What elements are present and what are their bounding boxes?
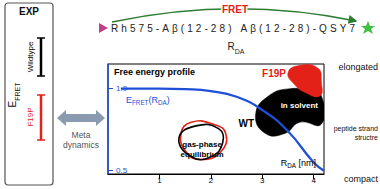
svg-text:DA: DA bbox=[157, 98, 167, 106]
svg-text:EXP: EXP bbox=[19, 6, 39, 17]
svg-text:): ) bbox=[167, 95, 170, 105]
svg-text:3: 3 bbox=[260, 176, 265, 185]
svg-text:gas-phase: gas-phase bbox=[182, 140, 222, 149]
svg-text:1.0: 1.0 bbox=[116, 84, 128, 94]
svg-text:F19P: F19P bbox=[26, 107, 35, 126]
svg-text:equilibrium: equilibrium bbox=[181, 150, 224, 159]
svg-text:4: 4 bbox=[311, 176, 316, 185]
svg-text:EFRET: EFRET bbox=[7, 82, 21, 108]
svg-text:compact: compact bbox=[344, 174, 379, 184]
svg-text:E: E bbox=[126, 95, 132, 106]
svg-text:0.5: 0.5 bbox=[116, 166, 128, 175]
svg-text:F19P: F19P bbox=[262, 68, 286, 79]
html-text:RDA: RDA bbox=[280, 158, 296, 169]
svg-text:(R: (R bbox=[148, 95, 158, 105]
svg-text:structre: structre bbox=[355, 134, 378, 141]
svg-text:[nm]: [nm] bbox=[296, 158, 316, 168]
svg-text:FRET: FRET bbox=[222, 4, 248, 15]
svg-text:FRET: FRET bbox=[132, 99, 149, 106]
svg-text:peptide strand: peptide strand bbox=[334, 125, 378, 133]
svg-text:WT: WT bbox=[239, 118, 255, 129]
svg-text:dynamics: dynamics bbox=[63, 140, 99, 150]
svg-text:elongated: elongated bbox=[338, 62, 378, 72]
svg-text:Rh575-Aβ(12-28) Aβ(12-28)-QSY7: Rh575-Aβ(12-28) Aβ(12-28)-QSY7 bbox=[111, 23, 355, 34]
svg-text:RDA: RDA bbox=[228, 41, 245, 55]
svg-text:Free energy profile: Free energy profile bbox=[114, 67, 195, 77]
svg-text:1: 1 bbox=[157, 176, 162, 185]
svg-text:2: 2 bbox=[209, 176, 214, 185]
svg-text:Wildtype: Wildtype bbox=[26, 41, 35, 72]
svg-text:Meta: Meta bbox=[72, 130, 91, 140]
svg-text:in solvent: in solvent bbox=[281, 101, 319, 110]
